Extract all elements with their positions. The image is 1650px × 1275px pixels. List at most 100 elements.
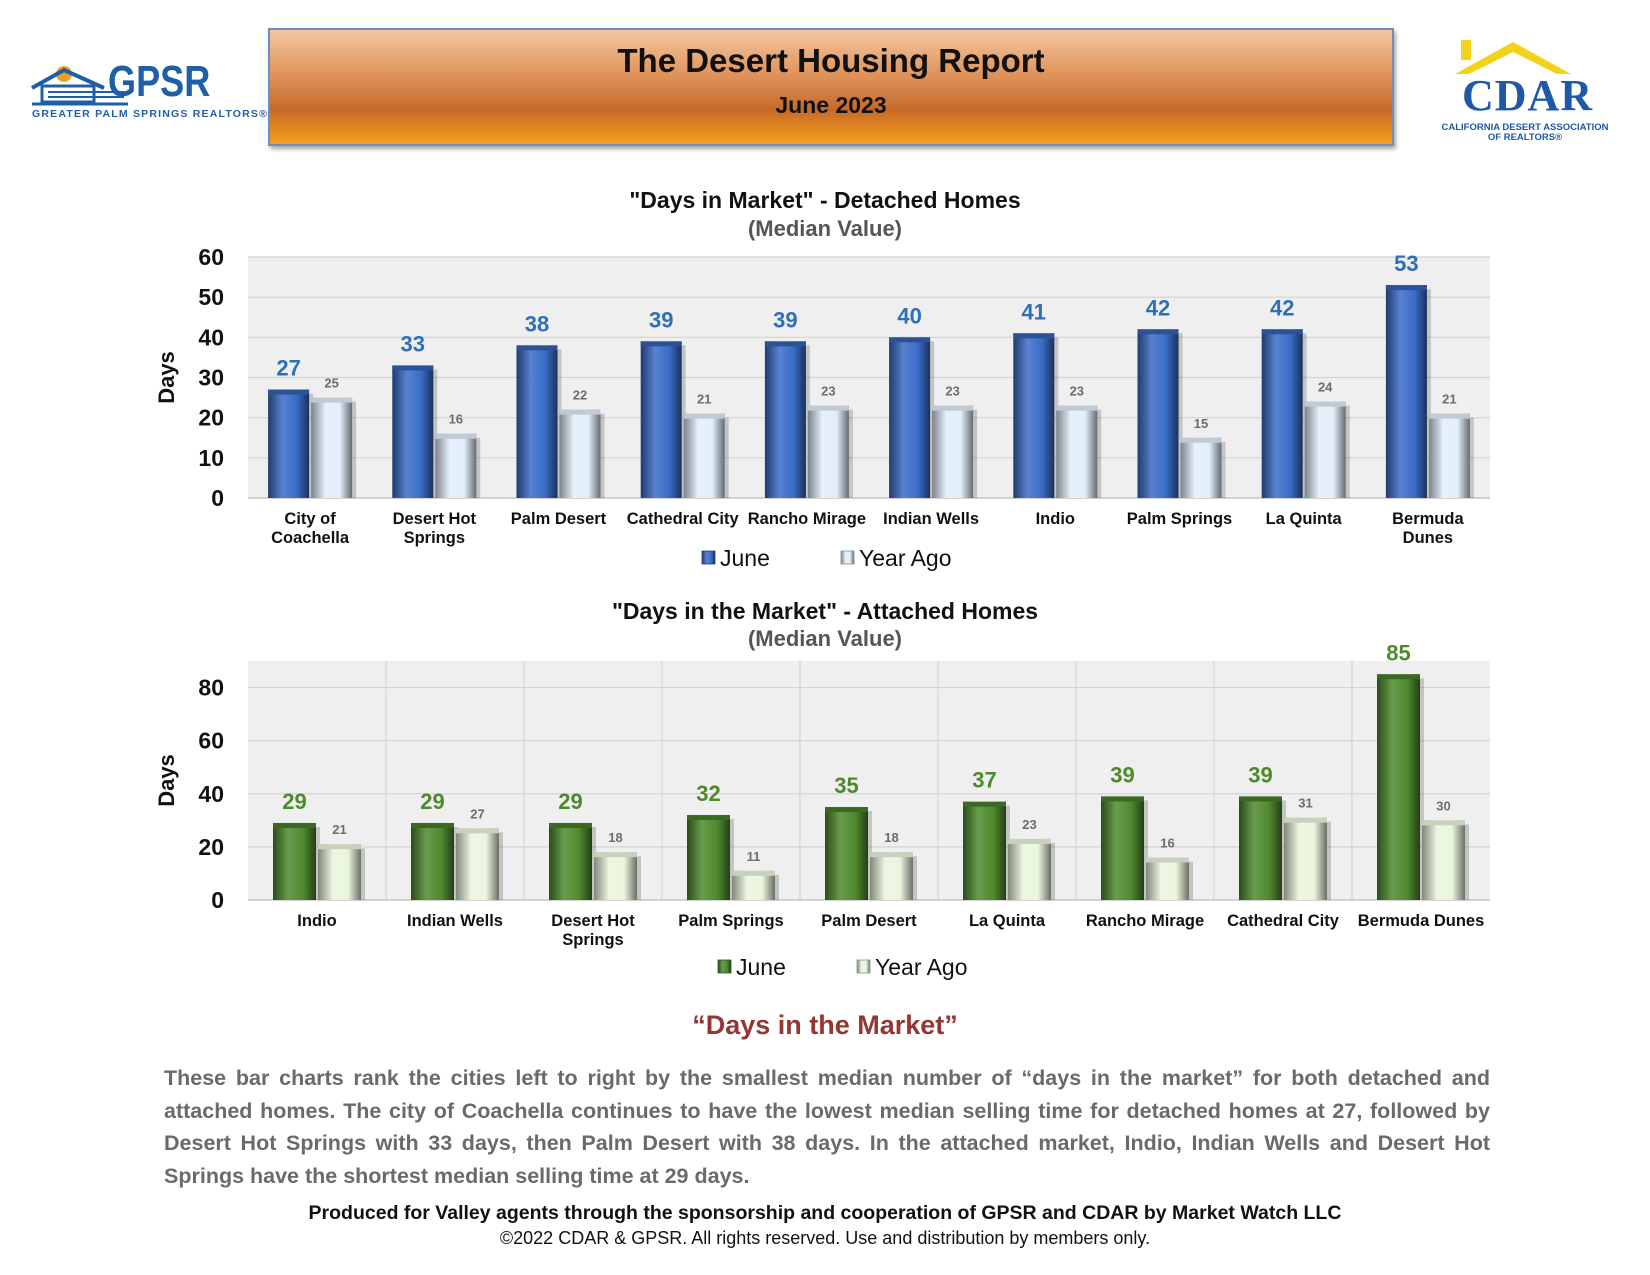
y-tick-label: 0 <box>211 485 224 511</box>
cdar-logo <box>1425 38 1625 148</box>
gpsr-house-icon <box>31 66 128 106</box>
bar-year-ago <box>1284 817 1327 900</box>
section-title: “Days in the Market” <box>692 1010 958 1040</box>
data-label-june: 32 <box>696 781 720 806</box>
report-date: June 2023 <box>775 92 887 118</box>
x-tick-label: Rancho Mirage <box>748 510 866 528</box>
data-label-june: 39 <box>1248 762 1272 787</box>
x-tick-label: Palm Desert <box>511 510 607 528</box>
legend-swatch <box>701 550 716 565</box>
x-tick-label: City of <box>284 510 336 528</box>
bar-year-ago-top <box>1056 405 1098 411</box>
bar-june-top <box>764 341 806 347</box>
y-tick-label: 40 <box>198 324 224 350</box>
data-label-june: 39 <box>649 307 673 332</box>
chart-1-title: "Days in Market" - Detached Homes <box>629 187 1021 213</box>
data-label-june: 29 <box>282 789 306 814</box>
bar-year-ago <box>932 405 974 498</box>
data-label-year-ago: 22 <box>573 388 587 403</box>
data-label-year-ago: 18 <box>884 830 898 845</box>
legend-swatch <box>717 959 732 974</box>
x-tick-label: Indian Wells <box>407 912 503 930</box>
y-tick-label: 40 <box>198 781 224 807</box>
legend-label: Year Ago <box>875 954 968 980</box>
bar-year-ago <box>456 828 499 900</box>
bar-june-top <box>640 341 682 347</box>
bar-june <box>1239 796 1282 900</box>
data-label-june: 29 <box>558 789 582 814</box>
x-tick-label: Rancho Mirage <box>1086 912 1204 930</box>
summary-paragraph: These bar charts rank the cities left to… <box>164 1066 1490 1188</box>
data-label-year-ago: 23 <box>1022 817 1036 832</box>
data-label-june: 35 <box>834 773 858 798</box>
cdar-roof-icon <box>1455 40 1571 74</box>
bar-june-top <box>1377 674 1420 680</box>
bar-june-top <box>268 389 310 395</box>
x-tick-label: Indio <box>1036 510 1075 528</box>
plot-area <box>248 661 1490 900</box>
bar-year-ago-top <box>1284 817 1327 823</box>
bar-year-ago <box>559 409 601 498</box>
bar-june-top <box>273 822 316 828</box>
bar-june-top <box>1137 329 1179 335</box>
bar-june <box>1377 674 1420 900</box>
data-label-june: 85 <box>1386 640 1410 665</box>
bar-june-top <box>963 801 1006 807</box>
bar-june <box>889 337 931 498</box>
bar-june-top <box>516 345 558 351</box>
bar-year-ago-top <box>870 852 913 858</box>
data-label-june: 41 <box>1022 299 1046 324</box>
bar-year-ago <box>594 852 637 900</box>
x-tick-label: Cathedral City <box>627 510 740 528</box>
bar-year-ago <box>1008 838 1051 900</box>
y-tick-label: 60 <box>198 728 224 754</box>
bar-june <box>1013 333 1055 498</box>
data-label-year-ago: 23 <box>821 384 835 399</box>
x-tick-label: Springs <box>404 529 465 547</box>
legend-label: June <box>720 545 770 571</box>
x-tick-label: Indio <box>297 912 336 930</box>
bar-year-ago-top <box>932 405 974 411</box>
data-label-june: 40 <box>897 303 921 328</box>
legend-swatch <box>856 959 871 974</box>
y-tick-label: 30 <box>198 365 224 391</box>
data-label-year-ago: 25 <box>324 376 338 391</box>
bar-year-ago <box>870 852 913 900</box>
chart-1-subtitle: (Median Value) <box>747 216 903 241</box>
data-label-year-ago: 23 <box>945 384 959 399</box>
y-tick-label: 0 <box>211 887 224 913</box>
legend-label: Year Ago <box>859 545 952 571</box>
data-label-year-ago: 15 <box>1194 416 1208 431</box>
bar-june <box>549 822 592 900</box>
data-label-year-ago: 27 <box>470 806 484 821</box>
data-label-year-ago: 24 <box>1318 380 1333 395</box>
bar-june <box>825 807 868 900</box>
bar-year-ago-top <box>311 397 353 403</box>
y-axis-label: Days <box>154 754 179 807</box>
bar-june <box>687 815 730 900</box>
y-tick-label: 80 <box>198 675 224 701</box>
bar-june <box>268 389 310 498</box>
bar-june-top <box>392 365 434 371</box>
data-label-year-ago: 30 <box>1436 798 1450 813</box>
bar-year-ago <box>1428 413 1470 498</box>
x-tick-label: Desert Hot <box>551 912 635 930</box>
x-tick-label: La Quinta <box>969 912 1046 930</box>
report-title: The Desert Housing Report <box>617 42 1045 79</box>
bar-year-ago <box>1422 820 1465 900</box>
report-banner: The Desert Housing Report June 2023 <box>268 28 1394 146</box>
bar-year-ago-top <box>594 852 637 858</box>
data-label-year-ago: 21 <box>332 822 346 837</box>
x-tick-label: La Quinta <box>1266 510 1343 528</box>
data-label-june: 37 <box>972 768 996 793</box>
bar-year-ago <box>1304 401 1346 498</box>
bar-year-ago-top <box>1428 413 1470 419</box>
bar-year-ago-top <box>1008 838 1051 844</box>
bar-june-top <box>549 822 592 828</box>
bar-year-ago <box>318 844 361 900</box>
bar-june-top <box>1261 329 1303 335</box>
bar-year-ago-top <box>435 433 477 439</box>
gpsr-logo <box>28 60 238 130</box>
bar-year-ago <box>1146 857 1189 900</box>
